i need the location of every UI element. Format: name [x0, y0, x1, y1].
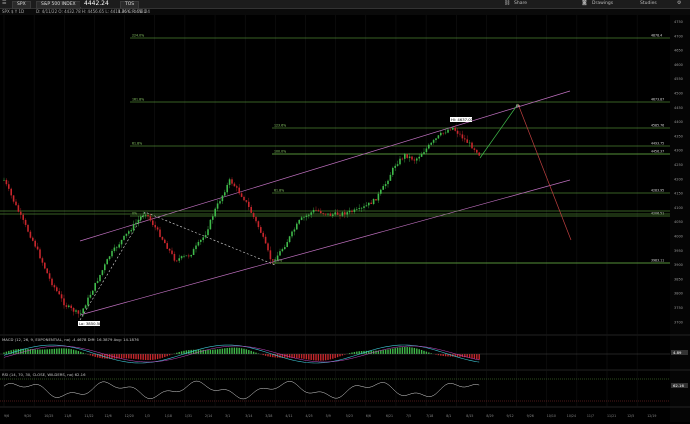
- svg-text:Hi: 4637.07: Hi: 4637.07: [451, 117, 474, 122]
- price-tick-label: 3850: [674, 277, 683, 281]
- date-tick-label: 1/18: [165, 414, 172, 418]
- date-tick-label: 5/23: [346, 414, 353, 418]
- rsi-title: RSI (14, 70, 30, CLOSE, WILDERS, no) 62.…: [2, 372, 86, 377]
- fib-price-label: 4493.75: [651, 142, 664, 146]
- fib-price-label: 4206.51: [651, 212, 664, 216]
- price-tick-label: 4350: [674, 134, 683, 138]
- date-tick-label: 8/1: [446, 414, 451, 418]
- price-tick-label: 3800: [674, 292, 683, 296]
- price-tick-label: 4750: [674, 20, 683, 24]
- fib-price-label: 4878.4: [651, 34, 662, 38]
- date-tick-label: 1/3: [145, 414, 150, 418]
- chart-area[interactable]: 4750 4700 4650 4600 4550 4500 4450 4400 4350 4300…: [0, 15, 690, 422]
- price-tick-label: 4600: [674, 63, 683, 67]
- fib-pct-label: 61.8%: [274, 189, 284, 193]
- target-label: Nr: [516, 104, 521, 108]
- fib-pct-label: 100.0%: [274, 150, 286, 154]
- price-tick-label: 4150: [674, 192, 683, 196]
- price-tick-label: 4050: [674, 220, 683, 224]
- date-axis: 9/6 9/20 10/25 11/8 11/22 12/6 12/20 1/3 1/18 1/3…: [4, 414, 656, 418]
- top-toolbar: ☰ SPX S&P 500 INDEX 4442.24 TOS ⛓ Share …: [0, 0, 690, 9]
- price-chart-svg[interactable]: 4750 4700 4650 4600 4550 4500 4450 4400 4350 4300…: [0, 15, 690, 422]
- date-tick-label: 10/25: [44, 414, 53, 418]
- date-tick-label: 4/11: [285, 414, 292, 418]
- menu-icon[interactable]: ☰: [2, 1, 8, 6]
- symbol-tab[interactable]: SPX: [12, 1, 31, 9]
- price-tick-label: 3900: [674, 263, 683, 267]
- date-tick-label: 9/26: [527, 414, 534, 418]
- price-tick-label: 3750: [674, 306, 683, 310]
- date-tick-label: 11/21: [607, 414, 616, 418]
- date-tick-label: 12/19: [647, 414, 656, 418]
- macd-title: MACD (12, 26, 9, EXPONENTIAL, no) -4.467…: [2, 337, 139, 342]
- price-axis: [670, 15, 690, 422]
- price-tick-label: 4500: [674, 92, 683, 96]
- date-tick-label: 12/5: [627, 414, 634, 418]
- date-tick-label: 3/1: [225, 414, 230, 418]
- date-tick-label: 7/5: [406, 414, 411, 418]
- svg-text:62.16: 62.16: [673, 383, 684, 388]
- price-tick-label: 4700: [674, 34, 683, 38]
- date-tick-label: 12/6: [105, 414, 112, 418]
- fib-pct-label: 161.8%: [132, 98, 144, 102]
- date-tick-label: 12/20: [125, 414, 134, 418]
- date-tick-label: 9/20: [24, 414, 31, 418]
- last-price: 4442.24: [80, 1, 113, 7]
- fib-pct-label: 123.6%: [274, 124, 286, 128]
- date-tick-label: 6/6: [366, 414, 371, 418]
- gear-icon[interactable]: ⚙: [677, 1, 683, 6]
- price-tick-label: 4250: [674, 163, 683, 167]
- price-tick-label: 3950: [674, 249, 683, 253]
- swing-high-label: Hi: 4637.07: [450, 117, 474, 122]
- date-tick-label: 4/25: [306, 414, 313, 418]
- date-tick-label: 11/7: [587, 414, 594, 418]
- date-tick-label: 8/15: [466, 414, 473, 418]
- price-tick-label: 4300: [674, 149, 683, 153]
- price-tick-label: 4100: [674, 206, 683, 210]
- swing-low-label: Lo: 3850.58: [78, 321, 102, 326]
- date-tick-label: 10/10: [547, 414, 556, 418]
- fib-price-label: 4456.37: [651, 150, 664, 154]
- price-tick-label: 4000: [674, 235, 683, 239]
- date-tick-label: 11/22: [84, 414, 93, 418]
- date-tick-label: 3/28: [265, 414, 272, 418]
- link-icon[interactable]: ⛓: [504, 1, 510, 6]
- fib-pct-label: 224.0%: [132, 34, 144, 38]
- studies-button[interactable]: Studies: [640, 1, 657, 7]
- fib-pct-label: 0%: [132, 212, 137, 216]
- date-tick-label: 5/9: [326, 414, 331, 418]
- svg-text:Lo: 3850.58: Lo: 3850.58: [79, 321, 102, 326]
- date-tick-label: 9/12: [507, 414, 514, 418]
- drawings-button[interactable]: Drawings: [592, 1, 613, 7]
- rsi-line: [4, 381, 479, 399]
- share-button[interactable]: Share: [514, 1, 527, 7]
- price-tick-label: 4550: [674, 77, 683, 81]
- fib-price-label: 3983.11: [651, 259, 664, 263]
- price-tick-label: 4200: [674, 177, 683, 181]
- fib-price-label: 4585.76: [651, 124, 664, 128]
- date-tick-label: 7/18: [426, 414, 433, 418]
- date-tick-label: 3/14: [245, 414, 252, 418]
- date-tick-label: 10/24: [567, 414, 576, 418]
- date-tick-label: 1/31: [185, 414, 192, 418]
- date-tick-label: 2/14: [205, 414, 212, 418]
- date-tick-label: 11/8: [64, 414, 71, 418]
- fib-price-label: 4673.87: [651, 98, 664, 102]
- date-tick-label: 9/6: [4, 414, 9, 418]
- fib-price-label: 4283.95: [651, 189, 664, 193]
- date-tick-label: 8/29: [486, 414, 493, 418]
- price-tick-label: 4450: [674, 106, 683, 110]
- symbol-desc-tab[interactable]: S&P 500 INDEX: [36, 1, 81, 9]
- price-tick-label: 4400: [674, 120, 683, 124]
- svg-text:4.89: 4.89: [673, 350, 682, 355]
- fib-pct-label: 61.8%: [132, 142, 142, 146]
- price-tick-label: 3700: [674, 320, 683, 324]
- extra-tab[interactable]: TOS: [120, 1, 139, 9]
- date-tick-label: 6/21: [386, 414, 393, 418]
- price-panel: [0, 15, 670, 335]
- camera-icon[interactable]: ◙: [582, 1, 588, 6]
- price-tick-label: 4650: [674, 49, 683, 53]
